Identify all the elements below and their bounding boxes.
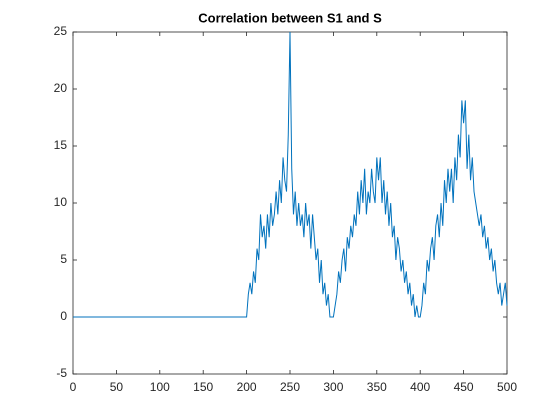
x-tick-label: 500: [497, 380, 517, 394]
y-tick-label: -5: [56, 366, 67, 380]
y-tick-label: 0: [60, 309, 67, 323]
x-tick-label: 400: [410, 380, 430, 394]
x-tick-label: 300: [323, 380, 343, 394]
x-tick-label: 350: [367, 380, 387, 394]
y-tick-label: 5: [60, 252, 67, 266]
x-tick-label: 50: [110, 380, 124, 394]
x-tick-label: 100: [150, 380, 170, 394]
y-tick-label: 15: [54, 138, 68, 152]
x-tick-label: 200: [237, 380, 257, 394]
x-tick-label: 150: [193, 380, 213, 394]
chart-title: Correlation between S1 and S: [198, 10, 382, 25]
y-tick-label: 20: [54, 81, 68, 95]
y-tick-label: 10: [54, 195, 68, 209]
x-tick-label: 0: [70, 380, 77, 394]
y-tick-label: 25: [54, 24, 68, 38]
data-line: [73, 31, 508, 318]
x-tick-label: 450: [454, 380, 474, 394]
x-tick-label: 250: [280, 380, 300, 394]
